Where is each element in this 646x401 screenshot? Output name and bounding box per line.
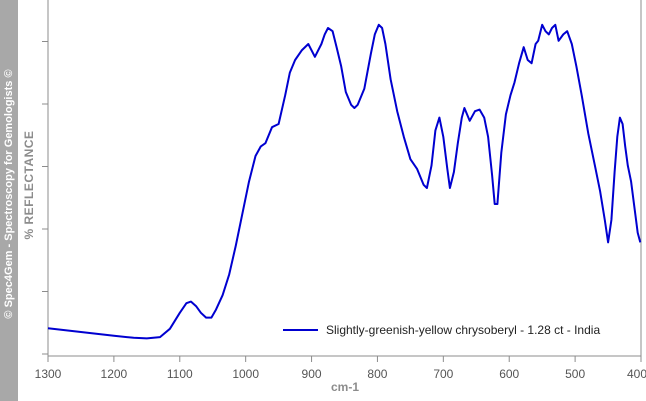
y-ticks	[42, 41, 48, 355]
x-tick-label: 1000	[232, 367, 259, 381]
x-axis-label: cm-1	[331, 380, 359, 394]
x-tick-labels: 1300 1200 1100 1000 900 800 700 600 500 400	[35, 367, 646, 381]
x-tick-label: 1100	[167, 367, 193, 381]
x-tick-label: 400	[627, 367, 646, 381]
legend: Slightly-greenish-yellow chrysoberyl - 1…	[283, 323, 600, 337]
x-tick-label: 600	[499, 367, 519, 381]
x-tick-label: 500	[565, 367, 585, 381]
plot-frame	[47, 0, 642, 357]
x-ticks	[47, 356, 642, 362]
x-tick-label: 900	[302, 367, 322, 381]
x-tick-label: 1300	[35, 367, 62, 381]
spectrum-line	[47, 23, 642, 340]
side-band	[0, 0, 18, 401]
x-tick-label: 700	[433, 367, 453, 381]
legend-label: Slightly-greenish-yellow chrysoberyl - 1…	[326, 323, 600, 337]
x-tick-label: 1200	[101, 367, 128, 381]
x-tick-label: 800	[367, 367, 387, 381]
